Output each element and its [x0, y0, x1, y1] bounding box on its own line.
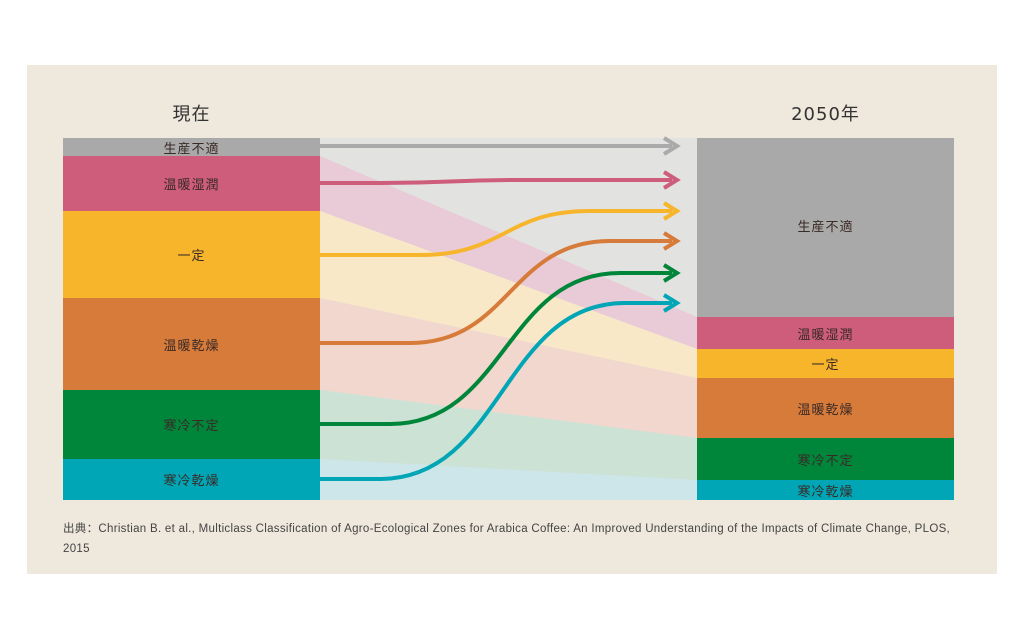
source-citation: 出典：Christian B. et al., Multiclass Class…: [63, 523, 951, 555]
bar-cold-dry: 寒冷乾燥: [63, 459, 320, 500]
bar-label: 温暖湿潤: [797, 327, 854, 343]
bar-label: 生産不適: [797, 220, 854, 235]
bar-label: 温暖乾燥: [163, 338, 220, 354]
bar-label: 寒冷不定: [797, 453, 854, 469]
title-now: 現在: [172, 104, 211, 125]
flow-line-stable: [320, 209, 672, 257]
bar-warm-dry: 温暖乾燥: [63, 298, 320, 390]
bar-unsuitable: 生産不適: [63, 138, 320, 157]
flow-line-warm-humid: [320, 178, 672, 185]
bar-unsuitable: 生産不適: [697, 138, 954, 317]
bar-label: 一定: [177, 249, 206, 264]
arrowhead-icon: [662, 201, 681, 221]
bar-label: 寒冷不定: [163, 419, 220, 434]
bar-cold-variable: 寒冷不定: [697, 438, 954, 480]
bar-label: 温暖乾燥: [797, 402, 854, 418]
bar-label: 生産不適: [163, 141, 220, 157]
arrowhead-icon: [662, 263, 681, 283]
bar-warm-humid: 温暖湿潤: [63, 156, 320, 211]
flow-line-cold-dry: [320, 301, 672, 481]
title-2050: 2050年: [791, 104, 860, 125]
bar-cold-variable: 寒冷不定: [63, 390, 320, 459]
flow-line-warm-dry: [320, 239, 672, 345]
bar-warm-dry: 温暖乾燥: [697, 378, 954, 438]
flow-band-warm-humid: [320, 156, 697, 349]
bar-stable: 一定: [697, 349, 954, 378]
flow-band-warm-dry: [320, 298, 697, 438]
flow-band-cold-variable: [320, 390, 697, 480]
bar-warm-humid: 温暖湿潤: [697, 317, 954, 349]
arrowhead-icon: [662, 136, 681, 156]
flow-line-cold-variable: [320, 271, 672, 426]
bar-label: 寒冷乾燥: [163, 474, 220, 489]
bar-cold-dry: 寒冷乾燥: [697, 480, 954, 500]
bar-label: 一定: [811, 358, 840, 373]
bar-label: 寒冷乾燥: [797, 484, 854, 500]
flow-band-cold-dry: [320, 459, 697, 500]
arrowhead-icon: [662, 231, 681, 251]
bar-stable: 一定: [63, 211, 320, 298]
arrowhead-icon: [662, 293, 681, 313]
arrowhead-icon: [662, 170, 681, 190]
bar-label: 温暖湿潤: [163, 178, 220, 193]
